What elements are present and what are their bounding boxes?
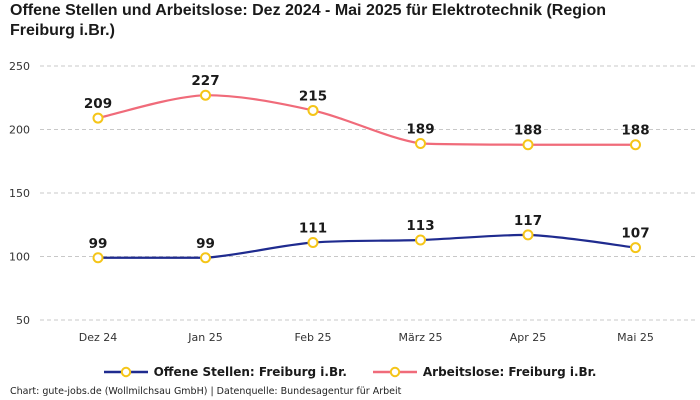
grid-lines (40, 65, 695, 321)
data-point (307, 237, 319, 249)
chart-title: Offene Stellen und Arbeitslose: Dez 2024… (10, 2, 606, 39)
data-point (92, 112, 104, 124)
legend-swatch-offene-stellen (103, 366, 148, 378)
data-label: 99 (89, 236, 108, 252)
x-tick-label: Jan 25 (187, 331, 222, 344)
data-label: 209 (84, 96, 112, 112)
y-axis-ticks: 50 100 150 200 250 (9, 60, 30, 327)
x-tick-label: Mai 25 (617, 331, 654, 344)
legend: Offene Stellen: Freiburg i.Br. Arbeitslo… (0, 362, 700, 382)
x-axis-ticks: Dez 24 Jan 25 Feb 25 März 25 Apr 25 Mai 25 (79, 331, 654, 344)
y-tick-label: 100 (9, 251, 30, 264)
y-tick-label: 200 (9, 124, 30, 137)
series-line-1 (97, 94, 636, 146)
legend-item-arbeitslose[interactable]: Arbeitslose: Freiburg i.Br. (372, 365, 597, 379)
data-label: 227 (191, 73, 219, 89)
data-point (630, 139, 641, 151)
x-tick-label: Feb 25 (295, 331, 332, 344)
x-tick-label: März 25 (398, 331, 442, 344)
series-markers (92, 89, 641, 264)
data-label: 188 (514, 123, 542, 139)
data-label: 99 (196, 236, 215, 252)
legend-swatch-arbeitslose (372, 366, 417, 378)
data-label: 113 (406, 218, 434, 234)
data-labels: 99 99 111 113 117 107 209 227 215 189 188 188 (84, 73, 650, 252)
data-point (522, 139, 534, 151)
data-label: 111 (299, 221, 327, 237)
y-tick-label: 50 (16, 314, 30, 327)
legend-label-arbeitslose: Arbeitslose: Freiburg i.Br. (422, 365, 597, 379)
data-point (415, 234, 426, 246)
series-line-0 (97, 233, 636, 259)
data-point (630, 242, 641, 254)
y-tick-label: 250 (9, 60, 30, 73)
data-point (522, 229, 534, 241)
data-point (200, 252, 211, 264)
data-point (415, 137, 426, 149)
data-label: 188 (621, 123, 649, 139)
x-tick-label: Apr 25 (510, 331, 547, 344)
series-lines (97, 94, 636, 259)
data-point (307, 104, 319, 116)
data-label: 107 (621, 226, 649, 242)
data-label: 189 (406, 121, 434, 137)
data-point (92, 252, 104, 264)
y-tick-label: 150 (9, 187, 30, 200)
data-point (200, 89, 211, 101)
data-label: 215 (299, 88, 327, 104)
data-label: 117 (514, 213, 542, 229)
legend-label-offene-stellen: Offene Stellen: Freiburg i.Br. (153, 365, 347, 379)
source-note: Chart: gute-jobs.de (Wollmilchsau GmbH) … (10, 386, 402, 397)
x-tick-label: Dez 24 (79, 331, 118, 344)
legend-item-offene-stellen[interactable]: Offene Stellen: Freiburg i.Br. (103, 365, 347, 379)
